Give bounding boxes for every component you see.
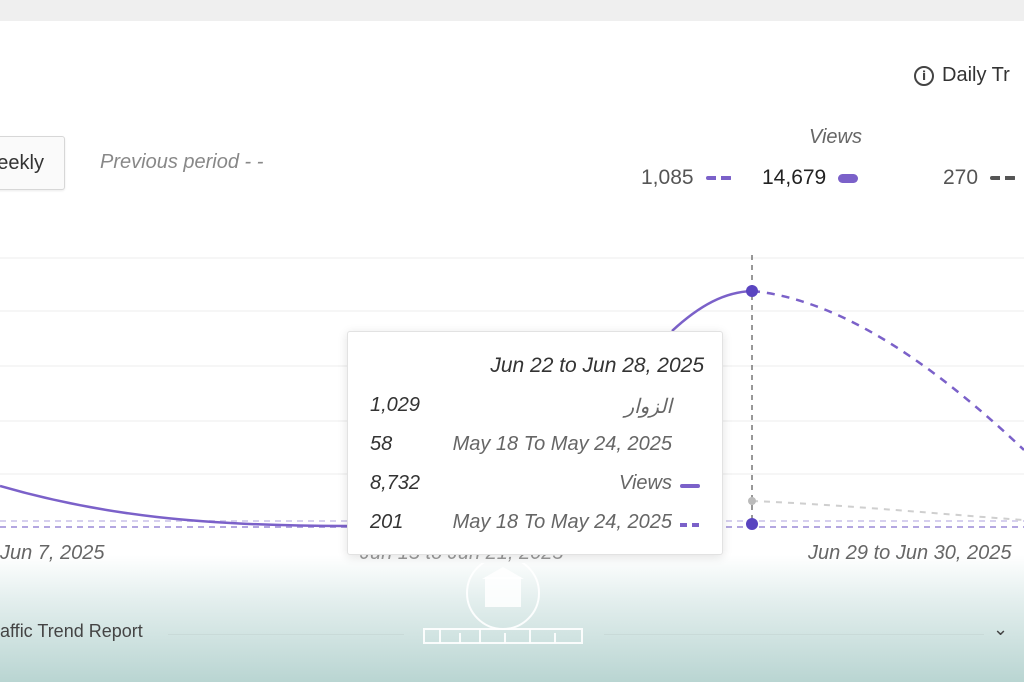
- baseline-point: [746, 518, 758, 530]
- watermark-logo-icon: [423, 563, 583, 644]
- peak-point: [746, 285, 758, 297]
- weekly-button[interactable]: eekly: [0, 136, 65, 190]
- current-views-metric: 14,679: [762, 166, 859, 190]
- x-tick-label: Jun 7, 2025: [0, 542, 105, 564]
- gray-series-line: [751, 500, 1024, 521]
- current-views-value: 14,679: [762, 166, 827, 189]
- previous-period-toggle[interactable]: Previous period - -: [100, 151, 264, 173]
- daily-label: Daily Tr: [942, 64, 1010, 86]
- tooltip-label: Views: [619, 472, 672, 494]
- dashed-line-icon: [680, 523, 700, 527]
- views-solid-line: [0, 484, 348, 528]
- gray-point: [748, 497, 756, 505]
- solid-line-icon: [680, 484, 700, 488]
- daily-trend-toggle[interactable]: i Daily Tr: [914, 64, 1010, 87]
- traffic-trend-report-title: affic Trend Report: [0, 621, 143, 641]
- gray-dashed-legend-icon: [990, 176, 1017, 180]
- chevron-down-icon[interactable]: ⌄: [993, 619, 1009, 640]
- views-solid-line-peak: [671, 289, 753, 332]
- previous-views-value: 1,085: [641, 166, 694, 189]
- views-dashed-line: [751, 289, 1024, 451]
- dashed-legend-icon: [705, 176, 732, 180]
- tooltip-value: 201: [370, 511, 404, 533]
- other-metric: 270: [943, 166, 1017, 190]
- tooltip-value: 8,732: [370, 472, 421, 494]
- tooltip-label: May 18 To May 24, 2025: [452, 511, 672, 533]
- weekly-label: eekly: [0, 151, 44, 174]
- x-tick-label: Jun 29 to Jun 30, 2025: [808, 542, 1012, 564]
- tooltip-row: 8,732 Views: [370, 472, 700, 500]
- top-bar: [0, 0, 1024, 21]
- other-metric-value: 270: [943, 166, 979, 189]
- divider: [604, 634, 984, 635]
- tooltip-title: Jun 22 to Jun 28, 2025: [490, 354, 704, 377]
- tooltip-value: 58: [370, 433, 393, 455]
- solid-legend-icon: [838, 173, 859, 183]
- info-icon: i: [914, 65, 934, 86]
- previous-views-metric: 1,085: [641, 166, 732, 190]
- tooltip-label: May 18 To May 24, 2025: [452, 433, 672, 455]
- tooltip-row: 201 May 18 To May 24, 2025: [370, 511, 700, 539]
- tooltip-row: 1,029 الزوار: [370, 394, 700, 422]
- chart-tooltip: Jun 22 to Jun 28, 2025 1,029 الزوار 58 M…: [347, 331, 723, 555]
- tooltip-row: 58 May 18 To May 24, 2025: [370, 433, 700, 461]
- views-label: Views: [809, 126, 862, 148]
- divider: [168, 634, 404, 635]
- tooltip-label: الزوار: [624, 396, 672, 418]
- tooltip-value: 1,029: [370, 394, 421, 416]
